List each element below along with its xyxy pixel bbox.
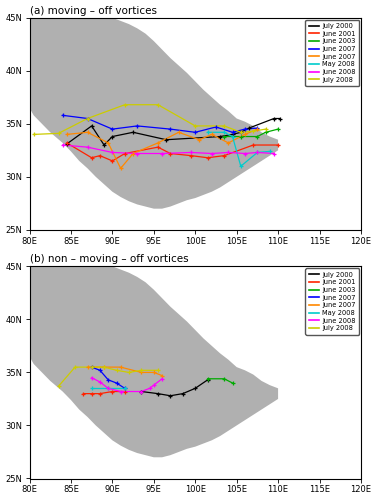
Polygon shape [29, 18, 278, 208]
Text: (b) non – moving – off vortices: (b) non – moving – off vortices [29, 254, 188, 264]
Polygon shape [29, 266, 278, 458]
Text: (a) moving – off vortices: (a) moving – off vortices [29, 6, 156, 16]
Legend: July 2000, June 2001, June 2003, June 2007, June 2007, May 2008, June 2008, July: July 2000, June 2001, June 2003, June 20… [305, 20, 359, 86]
Legend: July 2000, June 2001, June 2003, June 2007, June 2007, May 2008, June 2008, July: July 2000, June 2001, June 2003, June 20… [305, 268, 359, 334]
